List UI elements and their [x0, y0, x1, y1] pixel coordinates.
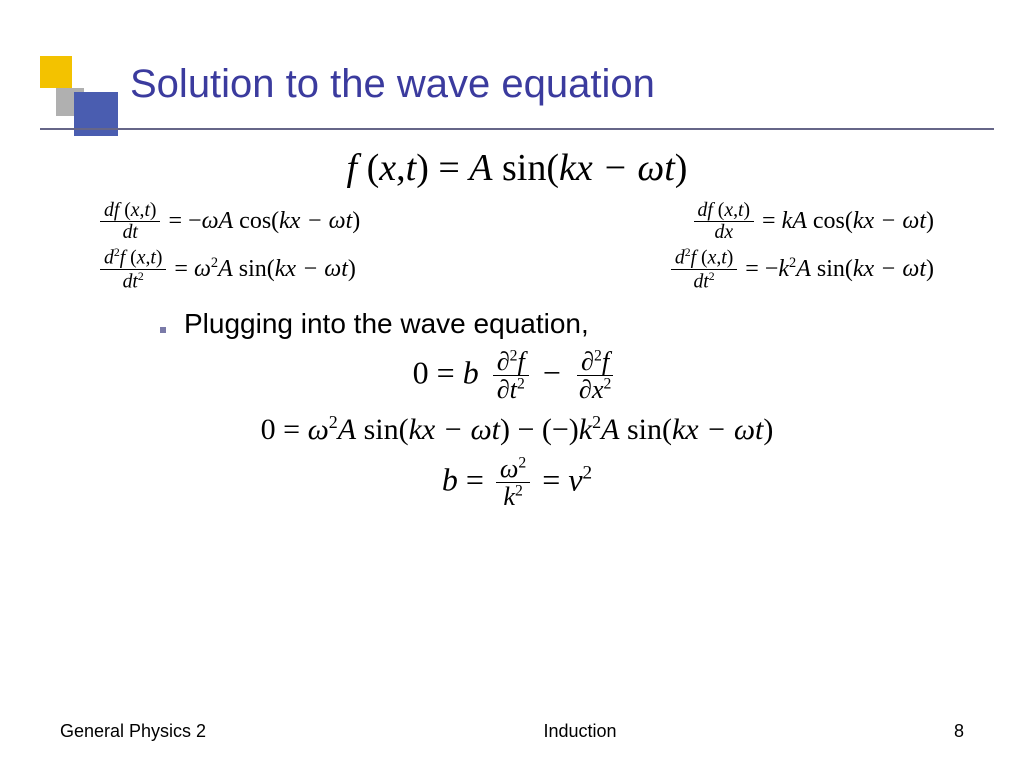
footer-right: 8 — [954, 721, 964, 742]
slide: Solution to the wave equation f (x,t) = … — [0, 0, 1024, 768]
bullet-icon — [160, 327, 166, 333]
slide-title: Solution to the wave equation — [130, 62, 655, 107]
bullet-item: Plugging into the wave equation, — [160, 308, 994, 340]
title-decoration — [40, 56, 112, 136]
eq-d2fdt2: d2f (x,t) dt2 = ω2A sin(kx − ωt) — [100, 246, 356, 291]
derivative-row-2: d2f (x,t) dt2 = ω2A sin(kx − ωt) d2f (x,… — [100, 246, 934, 291]
derivative-row-1: df (x,t) dt = −ωA cos(kx − ωt) df (x,t) … — [100, 200, 934, 242]
slide-content: f (x,t) = A sin(kx − ωt) df (x,t) dt = −… — [40, 146, 994, 519]
slide-footer: General Physics 2 Induction 8 — [60, 721, 964, 742]
title-rule — [40, 128, 994, 130]
equation-result: b = ω2 k2 = v2 — [40, 455, 994, 511]
equation-main: f (x,t) = A sin(kx − ωt) — [40, 146, 994, 190]
equation-substitution: 0 = ω2A sin(kx − ωt) − (−)k2A sin(kx − ω… — [40, 412, 994, 447]
footer-center: Induction — [544, 721, 617, 742]
eq-dfdt: df (x,t) dt = −ωA cos(kx − ωt) — [100, 200, 360, 242]
accent-square-yellow — [40, 56, 72, 88]
footer-left: General Physics 2 — [60, 721, 206, 742]
bullet-text: Plugging into the wave equation, — [184, 308, 589, 340]
equation-pde: 0 = b ∂2f ∂t2 − ∂2f ∂x2 — [40, 348, 994, 404]
eq-dfdx: df (x,t) dx = kA cos(kx − ωt) — [694, 200, 934, 242]
eq-d2fdx2: d2f (x,t) dt2 = −k2A sin(kx − ωt) — [671, 246, 934, 291]
